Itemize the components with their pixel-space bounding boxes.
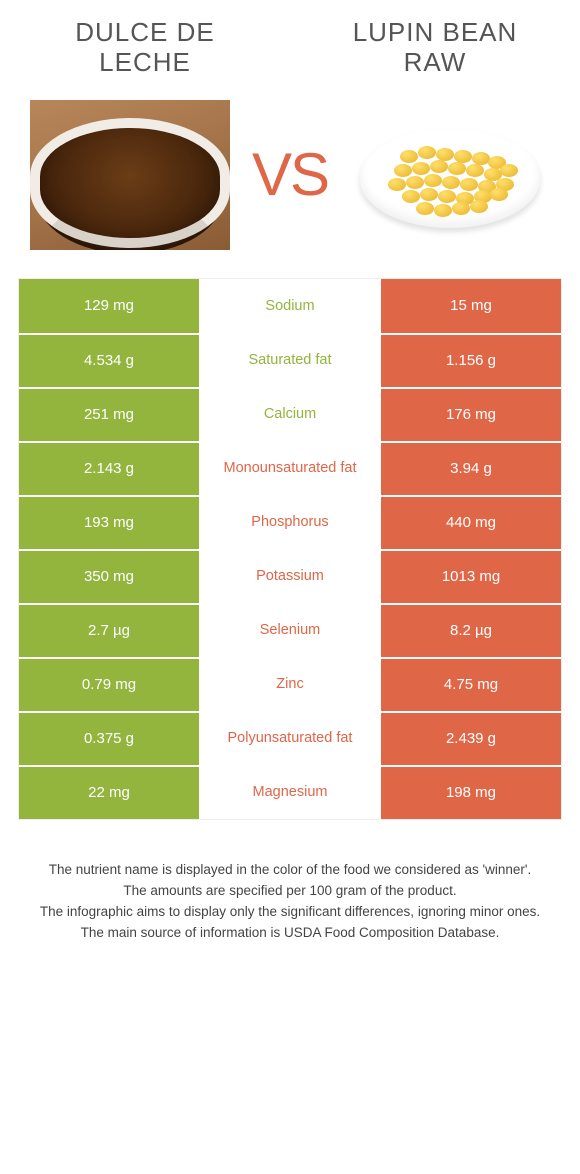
value-b: 8.2 µg xyxy=(381,603,561,657)
table-row: 22 mgMagnesium198 mg xyxy=(19,765,561,819)
value-a: 0.375 g xyxy=(19,711,199,765)
vs-label: VS xyxy=(252,140,328,209)
comparison-table: 129 mgSodium15 mg4.534 gSaturated fat1.1… xyxy=(18,278,562,820)
footnote-line: The amounts are specified per 100 gram o… xyxy=(30,881,550,902)
table-row: 129 mgSodium15 mg xyxy=(19,279,561,333)
food-b-title: LUPIN BEAN RAW xyxy=(320,18,550,78)
food-a-title: DULCE DE LECHE xyxy=(30,18,260,78)
value-b: 1013 mg xyxy=(381,549,561,603)
footnote-line: The main source of information is USDA F… xyxy=(30,923,550,944)
nutrient-name: Monounsaturated fat xyxy=(199,441,381,495)
value-a: 0.79 mg xyxy=(19,657,199,711)
value-a: 22 mg xyxy=(19,765,199,819)
value-b: 176 mg xyxy=(381,387,561,441)
value-a: 251 mg xyxy=(19,387,199,441)
value-a: 350 mg xyxy=(19,549,199,603)
food-a-image xyxy=(30,100,230,250)
nutrient-name: Magnesium xyxy=(199,765,381,819)
nutrient-name: Selenium xyxy=(199,603,381,657)
footnotes: The nutrient name is displayed in the co… xyxy=(0,820,580,944)
nutrient-name: Potassium xyxy=(199,549,381,603)
table-row: 193 mgPhosphorus440 mg xyxy=(19,495,561,549)
nutrient-name: Sodium xyxy=(199,279,381,333)
table-row: 4.534 gSaturated fat1.156 g xyxy=(19,333,561,387)
value-a: 2.143 g xyxy=(19,441,199,495)
table-row: 0.79 mgZinc4.75 mg xyxy=(19,657,561,711)
header: DULCE DE LECHE LUPIN BEAN RAW xyxy=(0,0,580,78)
table-row: 2.143 gMonounsaturated fat3.94 g xyxy=(19,441,561,495)
value-b: 15 mg xyxy=(381,279,561,333)
table-row: 0.375 gPolyunsaturated fat2.439 g xyxy=(19,711,561,765)
value-a: 4.534 g xyxy=(19,333,199,387)
nutrient-name: Calcium xyxy=(199,387,381,441)
value-b: 3.94 g xyxy=(381,441,561,495)
value-a: 129 mg xyxy=(19,279,199,333)
value-b: 4.75 mg xyxy=(381,657,561,711)
table-row: 2.7 µgSelenium8.2 µg xyxy=(19,603,561,657)
value-b: 2.439 g xyxy=(381,711,561,765)
nutrient-name: Zinc xyxy=(199,657,381,711)
footnote-line: The nutrient name is displayed in the co… xyxy=(30,860,550,881)
nutrient-name: Phosphorus xyxy=(199,495,381,549)
value-a: 193 mg xyxy=(19,495,199,549)
value-b: 198 mg xyxy=(381,765,561,819)
value-b: 440 mg xyxy=(381,495,561,549)
nutrient-name: Polyunsaturated fat xyxy=(199,711,381,765)
food-b-image xyxy=(350,100,550,250)
value-b: 1.156 g xyxy=(381,333,561,387)
value-a: 2.7 µg xyxy=(19,603,199,657)
images-row: VS xyxy=(0,78,580,278)
table-row: 350 mgPotassium1013 mg xyxy=(19,549,561,603)
nutrient-name: Saturated fat xyxy=(199,333,381,387)
footnote-line: The infographic aims to display only the… xyxy=(30,902,550,923)
table-row: 251 mgCalcium176 mg xyxy=(19,387,561,441)
